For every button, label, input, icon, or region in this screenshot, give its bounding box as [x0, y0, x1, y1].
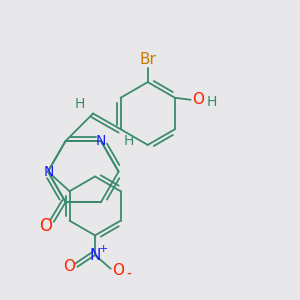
Text: -: -	[126, 268, 131, 282]
Text: N: N	[89, 248, 101, 263]
Text: N: N	[44, 165, 54, 178]
Text: N: N	[96, 134, 106, 148]
Text: H: H	[123, 134, 134, 148]
Text: +: +	[99, 244, 109, 254]
Text: H: H	[207, 95, 217, 109]
Text: O: O	[193, 92, 205, 107]
Text: H: H	[74, 97, 85, 111]
Text: Br: Br	[139, 52, 156, 67]
Text: O: O	[112, 263, 124, 278]
Text: O: O	[64, 259, 76, 274]
Text: O: O	[40, 217, 52, 235]
